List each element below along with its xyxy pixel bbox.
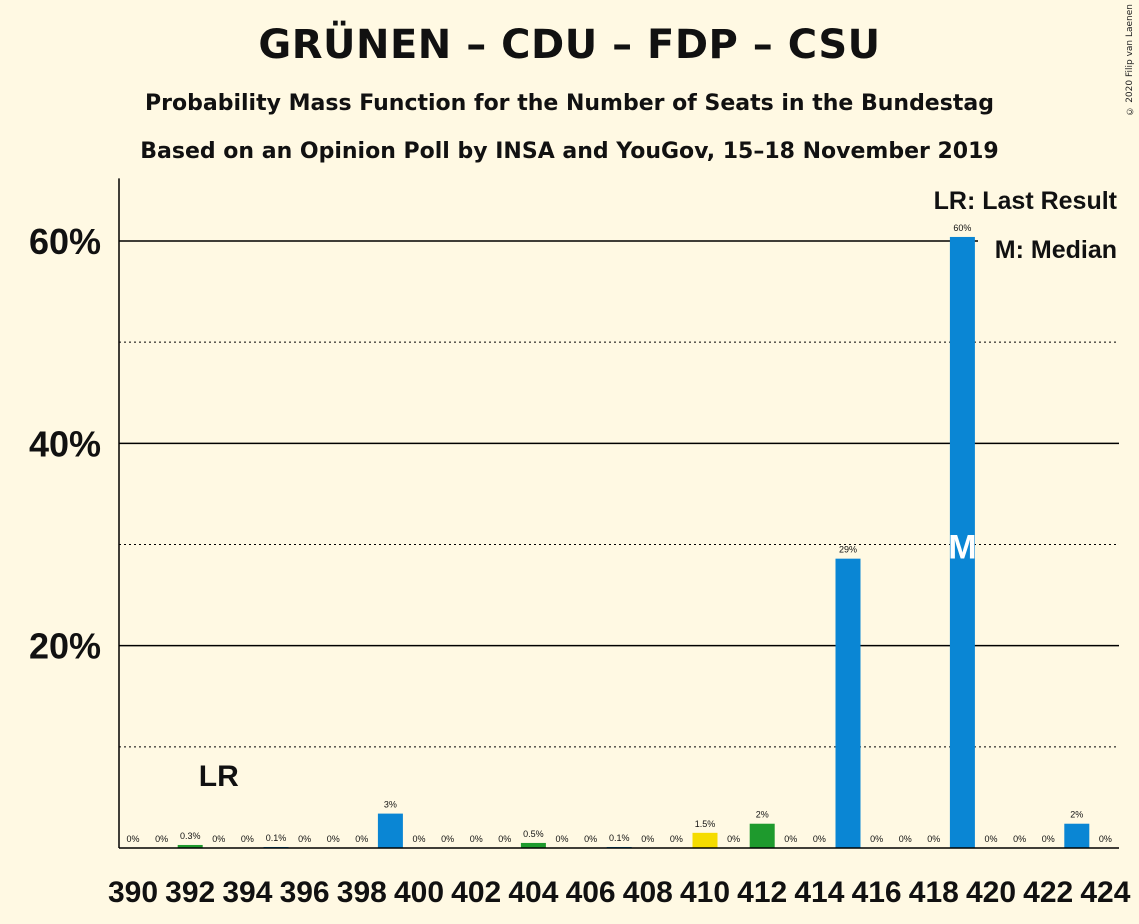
bar-label-409: 0% [670,834,683,844]
y-tick-labels: 20% 40% 60% [29,221,101,667]
bar-label-415: 29% [839,545,857,555]
bar-label-397: 0% [327,834,340,844]
bar-label-417: 0% [899,834,912,844]
y-tick-label: 20% [29,626,101,667]
bar-label-404: 0.5% [523,829,544,839]
bar-label-414: 0% [813,834,826,844]
bar-label-406: 0% [584,834,597,844]
bar-label-407: 0.1% [609,833,630,843]
x-tick-label: 408 [623,876,673,909]
legend-median: M: Median [995,236,1117,264]
bar-label-413: 0% [784,834,797,844]
chart-subtitle: Probability Mass Function for the Number… [145,91,994,116]
bar-label-402: 0% [470,834,483,844]
legend-last-result: LR: Last Result [934,187,1118,215]
bar-label-403: 0% [498,834,511,844]
x-tick-label: 400 [394,876,444,909]
x-tick-label: 390 [108,876,158,909]
y-tick-label: 60% [29,221,101,262]
legend-median-background [978,230,1120,264]
x-tick-label: 420 [966,876,1016,909]
bar-label-420: 0% [984,834,997,844]
axes [118,178,1119,849]
overlay: M LR LR: Last Result M: Median [199,187,1120,793]
x-tick-label: 396 [280,876,330,909]
x-tick-label: 406 [566,876,616,909]
bar-423 [1064,823,1090,848]
x-tick-label: 402 [451,876,501,909]
bar-399 [377,813,403,848]
x-tick-label: 422 [1023,876,1073,909]
bar-label-396: 0% [298,834,311,844]
bar-label-422: 0% [1042,834,1055,844]
last-result-marker: LR [199,760,239,793]
bar-label-419: 60% [953,223,971,233]
bar-419 [949,236,975,848]
bar-410 [692,832,718,848]
bars [177,236,1090,848]
bar-392 [177,844,203,848]
bar-label-408: 0% [641,834,654,844]
x-tick-label: 394 [222,876,272,909]
x-tick-label: 416 [852,876,902,909]
bar-label-390: 0% [126,834,139,844]
bar-label-421: 0% [1013,834,1026,844]
bar-412 [749,823,775,848]
bar-label-416: 0% [870,834,883,844]
x-tick-label: 404 [508,876,558,909]
bar-label-394: 0% [241,834,254,844]
bar-label-398: 0% [355,834,368,844]
bar-label-393: 0% [212,834,225,844]
x-tick-label: 398 [337,876,387,909]
bar-label-401: 0% [441,834,454,844]
median-marker: M [948,529,976,567]
bar-label-424: 0% [1099,834,1112,844]
x-tick-label: 392 [165,876,215,909]
x-tick-label: 412 [737,876,787,909]
x-tick-label: 414 [794,876,844,909]
bar-label-395: 0.1% [266,833,287,843]
bar-label-391: 0% [155,834,168,844]
x-tick-labels: 390 392 394 396 398 400 402 404 406 408 410 412 414 4… [108,876,1131,909]
bar-label-423: 2% [1070,810,1083,820]
y-tick-label: 40% [29,423,101,464]
bar-labels: 0% 0% 0.3% 0% 0% 0.1% 0% 0% 0% 3% 0% 0% 0% 0% 0.5% 0% 0%… [126,223,1111,844]
bar-label-410: 1.5% [695,819,716,829]
bar-label-405: 0% [555,834,568,844]
chart-title: GRÜNEN – CDU – FDP – CSU [258,22,881,68]
bar-label-412: 2% [756,810,769,820]
bar-label-392: 0.3% [180,831,201,841]
bar-label-399: 3% [384,800,397,810]
x-tick-label: 410 [680,876,730,909]
x-tick-label: 418 [909,876,959,909]
bar-404 [520,842,546,848]
bar-415 [835,558,861,848]
bar-label-418: 0% [927,834,940,844]
bar-label-400: 0% [412,834,425,844]
x-tick-label: 424 [1080,876,1130,909]
bar-label-411: 0% [727,834,740,844]
chart-subtitle-source: Based on an Opinion Poll by INSA and You… [140,139,999,164]
